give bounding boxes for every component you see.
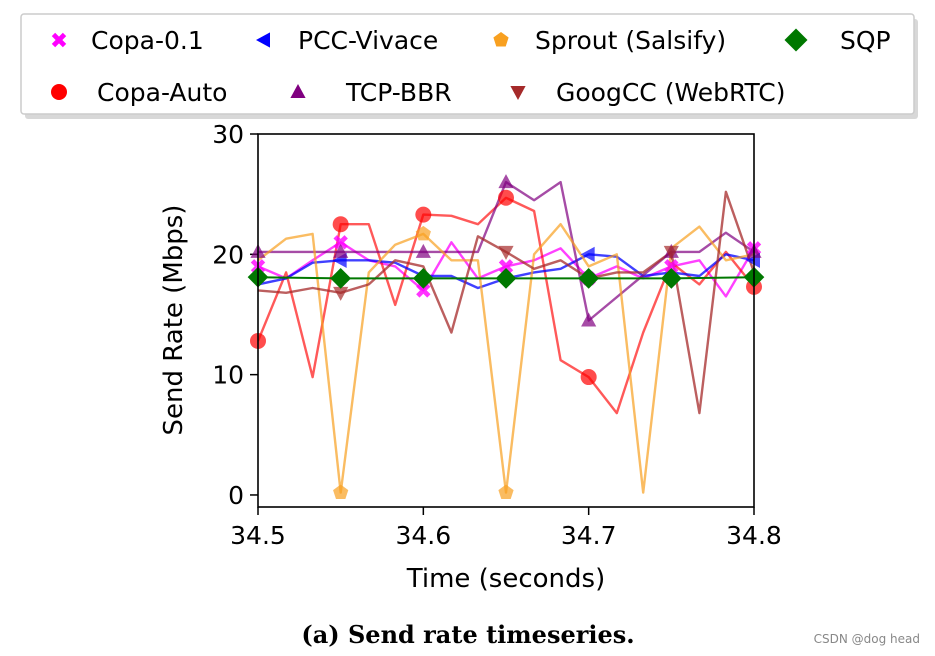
x-tick-label: 34.7 [561, 521, 617, 550]
y-tick-label: 30 [212, 120, 244, 149]
legend-label: PCC-Vivace [298, 26, 438, 55]
y-tick-label: 0 [228, 481, 244, 510]
data-point-sprout-salsify [333, 484, 349, 500]
legend-item-tcp-bbr: TCP-BBR [290, 78, 452, 107]
watermark: CSDN @dog head [814, 632, 920, 646]
data-point-copa-auto [498, 189, 514, 206]
legend-label: GoogCC (WebRTC) [556, 78, 786, 107]
legend-marker-googcc-webrtc [510, 86, 526, 100]
legend-box [20, 13, 915, 115]
legend: Copa-0.1 PCC-Vivace Sprout (Salsify) SQP Cop… [20, 13, 918, 119]
data-point-tcp-bbr [415, 243, 431, 258]
data-point-tcp-bbr [581, 312, 597, 327]
legend-item-copa-0-1: Copa-0.1 [51, 26, 204, 55]
data-point-sqp [412, 268, 434, 289]
data-point-googcc-webrtc [498, 245, 514, 260]
axes: 34.5 34.6 34.7 34.8 0 10 20 30 [212, 120, 782, 550]
data-point-copa-0-1 [498, 259, 514, 274]
x-tick-label: 34.5 [230, 521, 286, 550]
legend-label: SQP [840, 26, 891, 55]
legend-label: TCP-BBR [345, 78, 452, 107]
data-point-copa-auto [580, 369, 597, 386]
data-point-copa-0-1 [664, 259, 679, 274]
data-point-sqp [495, 268, 517, 289]
legend-label: Copa-0.1 [91, 26, 204, 55]
data-point-sprout-salsify [415, 225, 431, 241]
legend-marker-copa-0-1 [51, 32, 67, 48]
data-point-copa-0-1 [416, 283, 431, 298]
legend-item-sprout-salsify: Sprout (Salsify) [493, 26, 726, 55]
series-line-tcp-bbr [258, 180, 754, 322]
legend-item-pcc-vivace: PCC-Vivace [256, 26, 438, 55]
figure-caption: (a) Send rate timeseries. [301, 620, 634, 649]
legend-marker-pcc-vivace [256, 32, 270, 48]
series-group [258, 180, 754, 494]
data-point-googcc-webrtc [333, 286, 349, 301]
legend-item-copa-auto: Copa-Auto [51, 78, 227, 107]
y-tick-label: 10 [212, 361, 244, 390]
legend-marker-sqp [784, 28, 808, 52]
data-point-tcp-bbr [333, 243, 349, 258]
data-point-sqp [330, 268, 352, 289]
data-point-sprout-salsify [498, 484, 514, 500]
data-point-copa-auto [332, 216, 349, 233]
y-tick-label: 20 [212, 240, 244, 269]
legend-label: Sprout (Salsify) [535, 26, 726, 55]
data-point-pcc-vivace [580, 246, 595, 262]
series-line-googcc-webrtc [258, 190, 754, 415]
data-point-copa-auto [415, 206, 432, 223]
data-point-tcp-bbr [498, 174, 514, 189]
data-point-copa-0-1 [333, 235, 348, 250]
legend-label: Copa-Auto [97, 78, 227, 107]
x-tick-label: 34.6 [395, 521, 451, 550]
legend-item-googcc-webrtc: GoogCC (WebRTC) [510, 78, 786, 107]
legend-marker-sprout-salsify [493, 32, 509, 47]
y-axis-label: Send Rate (Mbps) [159, 205, 189, 436]
x-axis-label: Time (seconds) [406, 564, 605, 594]
legend-marker-tcp-bbr [290, 84, 306, 98]
data-point-googcc-webrtc [663, 245, 679, 260]
x-tick-label: 34.8 [726, 521, 782, 550]
plot-frame [257, 133, 755, 508]
data-point-sqp [578, 268, 600, 289]
data-point-sqp [660, 268, 682, 289]
legend-marker-copa-auto [51, 84, 67, 100]
legend-item-sqp: SQP [784, 26, 891, 55]
